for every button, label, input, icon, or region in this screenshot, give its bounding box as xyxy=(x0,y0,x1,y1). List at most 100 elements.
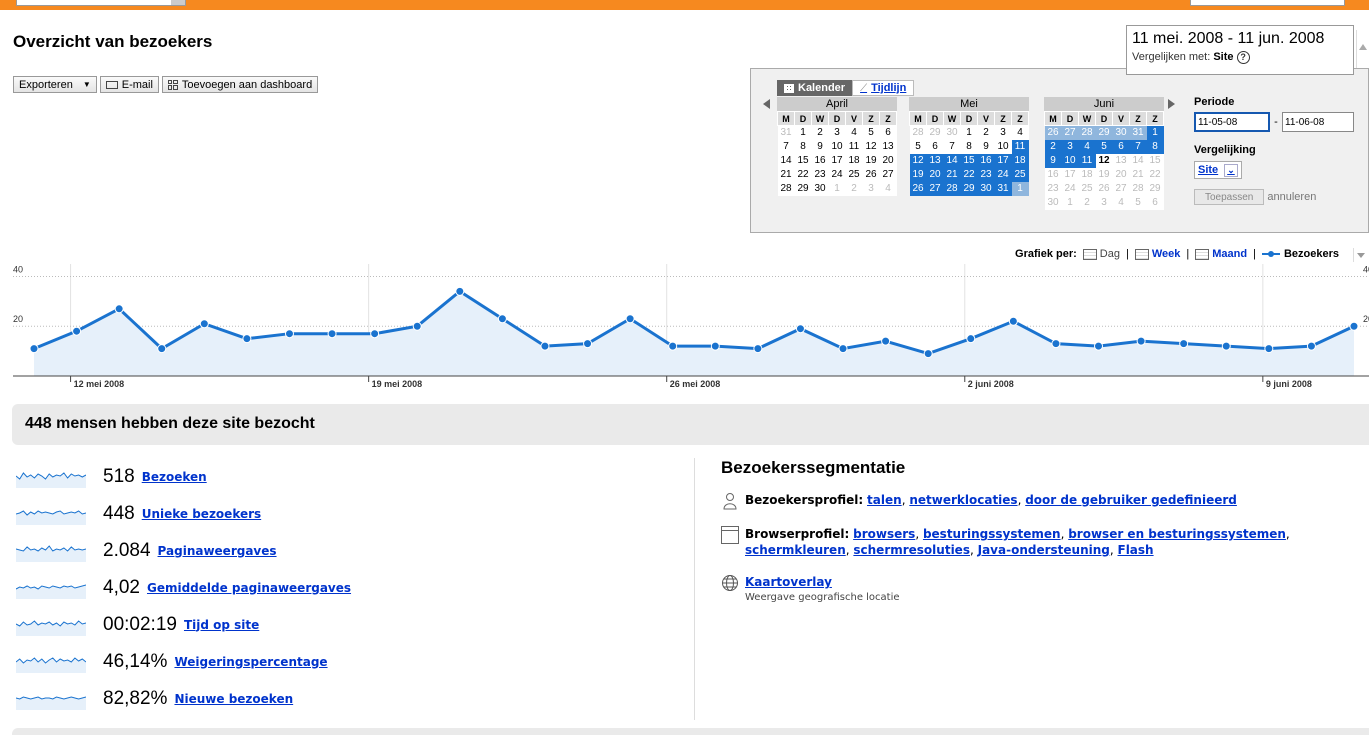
calendar-day[interactable]: 10 xyxy=(994,139,1012,154)
calendar-day[interactable]: 21 xyxy=(943,167,961,182)
data-point[interactable] xyxy=(1349,321,1359,331)
data-point[interactable] xyxy=(795,324,805,334)
calendar-day[interactable]: 9 xyxy=(1044,153,1062,168)
calendar-day[interactable]: 9 xyxy=(811,139,829,154)
calendar-day[interactable]: 7 xyxy=(777,139,795,154)
segment-link[interactable]: talen xyxy=(867,493,902,507)
data-point[interactable] xyxy=(497,314,507,324)
calendar-day[interactable]: 5 xyxy=(1095,139,1113,154)
calendar-day[interactable]: 6 xyxy=(1146,195,1164,210)
calendar-day[interactable]: 16 xyxy=(977,153,995,168)
chevron-down-icon[interactable] xyxy=(171,0,185,5)
calendar-day[interactable]: 20 xyxy=(926,167,944,182)
data-point[interactable] xyxy=(710,341,720,351)
calendar-day[interactable]: 27 xyxy=(1061,125,1079,140)
data-point[interactable] xyxy=(412,321,422,331)
calendar-day[interactable]: 15 xyxy=(960,153,978,168)
data-point[interactable] xyxy=(1306,341,1316,351)
segment-link[interactable]: schermkleuren xyxy=(745,543,846,557)
data-point[interactable] xyxy=(1094,341,1104,351)
export-button[interactable]: Exporteren ▼ xyxy=(13,76,97,93)
calendar-day[interactable]: 26 xyxy=(909,181,927,196)
data-point[interactable] xyxy=(242,334,252,344)
calendar-day[interactable]: 24 xyxy=(828,167,846,182)
data-point[interactable] xyxy=(583,339,593,349)
calendar-day[interactable]: 30 xyxy=(943,125,961,140)
calendar-day[interactable]: 18 xyxy=(1078,167,1096,182)
data-point[interactable] xyxy=(199,319,209,329)
calendar-day[interactable]: 11 xyxy=(845,139,863,154)
data-point[interactable] xyxy=(540,341,550,351)
calendar-day[interactable]: 30 xyxy=(1044,195,1062,210)
prev-month-arrow-icon[interactable] xyxy=(763,99,770,109)
calendar-day[interactable]: 24 xyxy=(1061,181,1079,196)
calendar-day[interactable]: 23 xyxy=(1044,181,1062,196)
map-overlay-link[interactable]: Kaartoverlay xyxy=(745,575,832,589)
calendar-day[interactable]: 20 xyxy=(1112,167,1130,182)
graph-legend[interactable]: Bezoekers xyxy=(1261,248,1339,260)
data-point[interactable] xyxy=(455,286,465,296)
start-date-input[interactable] xyxy=(1194,112,1270,132)
calendar-day[interactable]: 10 xyxy=(1061,153,1079,168)
calendar-day[interactable]: 31 xyxy=(777,125,795,140)
calendar-day[interactable]: 4 xyxy=(1112,195,1130,210)
data-point[interactable] xyxy=(923,349,933,359)
calendar-day[interactable]: 13 xyxy=(1112,153,1130,168)
calendar-day[interactable]: 6 xyxy=(1112,139,1130,154)
calendar-day[interactable]: 19 xyxy=(1095,167,1113,182)
calendar-day[interactable]: 13 xyxy=(879,139,897,154)
segment-link[interactable]: door de gebruiker gedefinieerd xyxy=(1025,493,1237,507)
calendar-day[interactable]: 16 xyxy=(1044,167,1062,182)
graph-options-dropdown[interactable] xyxy=(1353,248,1367,262)
calendar-day[interactable]: 9 xyxy=(977,139,995,154)
calendar-day[interactable]: 2 xyxy=(1044,139,1062,154)
calendar-day[interactable]: 1 xyxy=(960,125,978,140)
segment-link[interactable]: besturingssystemen xyxy=(922,527,1061,541)
data-point[interactable] xyxy=(1179,339,1189,349)
calendar-day[interactable]: 12 xyxy=(909,153,927,168)
calendar-day[interactable]: 5 xyxy=(1129,195,1147,210)
calendar-day[interactable]: 25 xyxy=(1078,181,1096,196)
date-range-collapse[interactable] xyxy=(1356,30,1369,74)
calendar-day[interactable]: 20 xyxy=(879,153,897,168)
data-point[interactable] xyxy=(838,344,848,354)
data-point[interactable] xyxy=(668,341,678,351)
calendar-day[interactable]: 22 xyxy=(960,167,978,182)
calendar-day[interactable]: 4 xyxy=(1078,139,1096,154)
calendar-day[interactable]: 5 xyxy=(909,139,927,154)
calendar-day[interactable]: 25 xyxy=(845,167,863,182)
calendar-day[interactable]: 1 xyxy=(1146,125,1164,140)
calendar-day[interactable]: 14 xyxy=(777,153,795,168)
metric-link[interactable]: Bezoeken xyxy=(141,469,207,484)
calendar-day[interactable]: 23 xyxy=(811,167,829,182)
calendar-day[interactable]: 29 xyxy=(960,181,978,196)
calendar-day[interactable]: 7 xyxy=(1129,139,1147,154)
calendar-day[interactable]: 8 xyxy=(1146,139,1164,154)
calendar-day[interactable]: 23 xyxy=(977,167,995,182)
segment-link[interactable]: Flash xyxy=(1117,543,1154,557)
data-point[interactable] xyxy=(29,344,39,354)
data-point[interactable] xyxy=(114,304,124,314)
data-point[interactable] xyxy=(753,344,763,354)
calendar-day[interactable]: 18 xyxy=(1011,153,1029,168)
calendar-day[interactable]: 17 xyxy=(994,153,1012,168)
calendar-day[interactable]: 31 xyxy=(1129,125,1147,140)
calendar-day[interactable]: 28 xyxy=(1129,181,1147,196)
calendar-day[interactable]: 22 xyxy=(794,167,812,182)
calendar-day[interactable]: 28 xyxy=(1078,125,1096,140)
data-point[interactable] xyxy=(72,326,82,336)
calendar-day[interactable]: 25 xyxy=(1011,167,1029,182)
calendar-day[interactable]: 17 xyxy=(828,153,846,168)
calendar-day[interactable]: 15 xyxy=(1146,153,1164,168)
calendar-day[interactable]: 4 xyxy=(845,125,863,140)
data-point[interactable] xyxy=(284,329,294,339)
calendar-day[interactable]: 10 xyxy=(828,139,846,154)
data-point[interactable] xyxy=(625,314,635,324)
calendar-day[interactable]: 27 xyxy=(1112,181,1130,196)
calendar-day[interactable]: 8 xyxy=(794,139,812,154)
calendar-day[interactable]: 27 xyxy=(879,167,897,182)
calendar-day[interactable]: 3 xyxy=(862,181,880,196)
calendar-day[interactable]: 16 xyxy=(811,153,829,168)
calendar-day[interactable]: 31 xyxy=(994,181,1012,196)
metric-link[interactable]: Tijd op site xyxy=(183,617,260,632)
